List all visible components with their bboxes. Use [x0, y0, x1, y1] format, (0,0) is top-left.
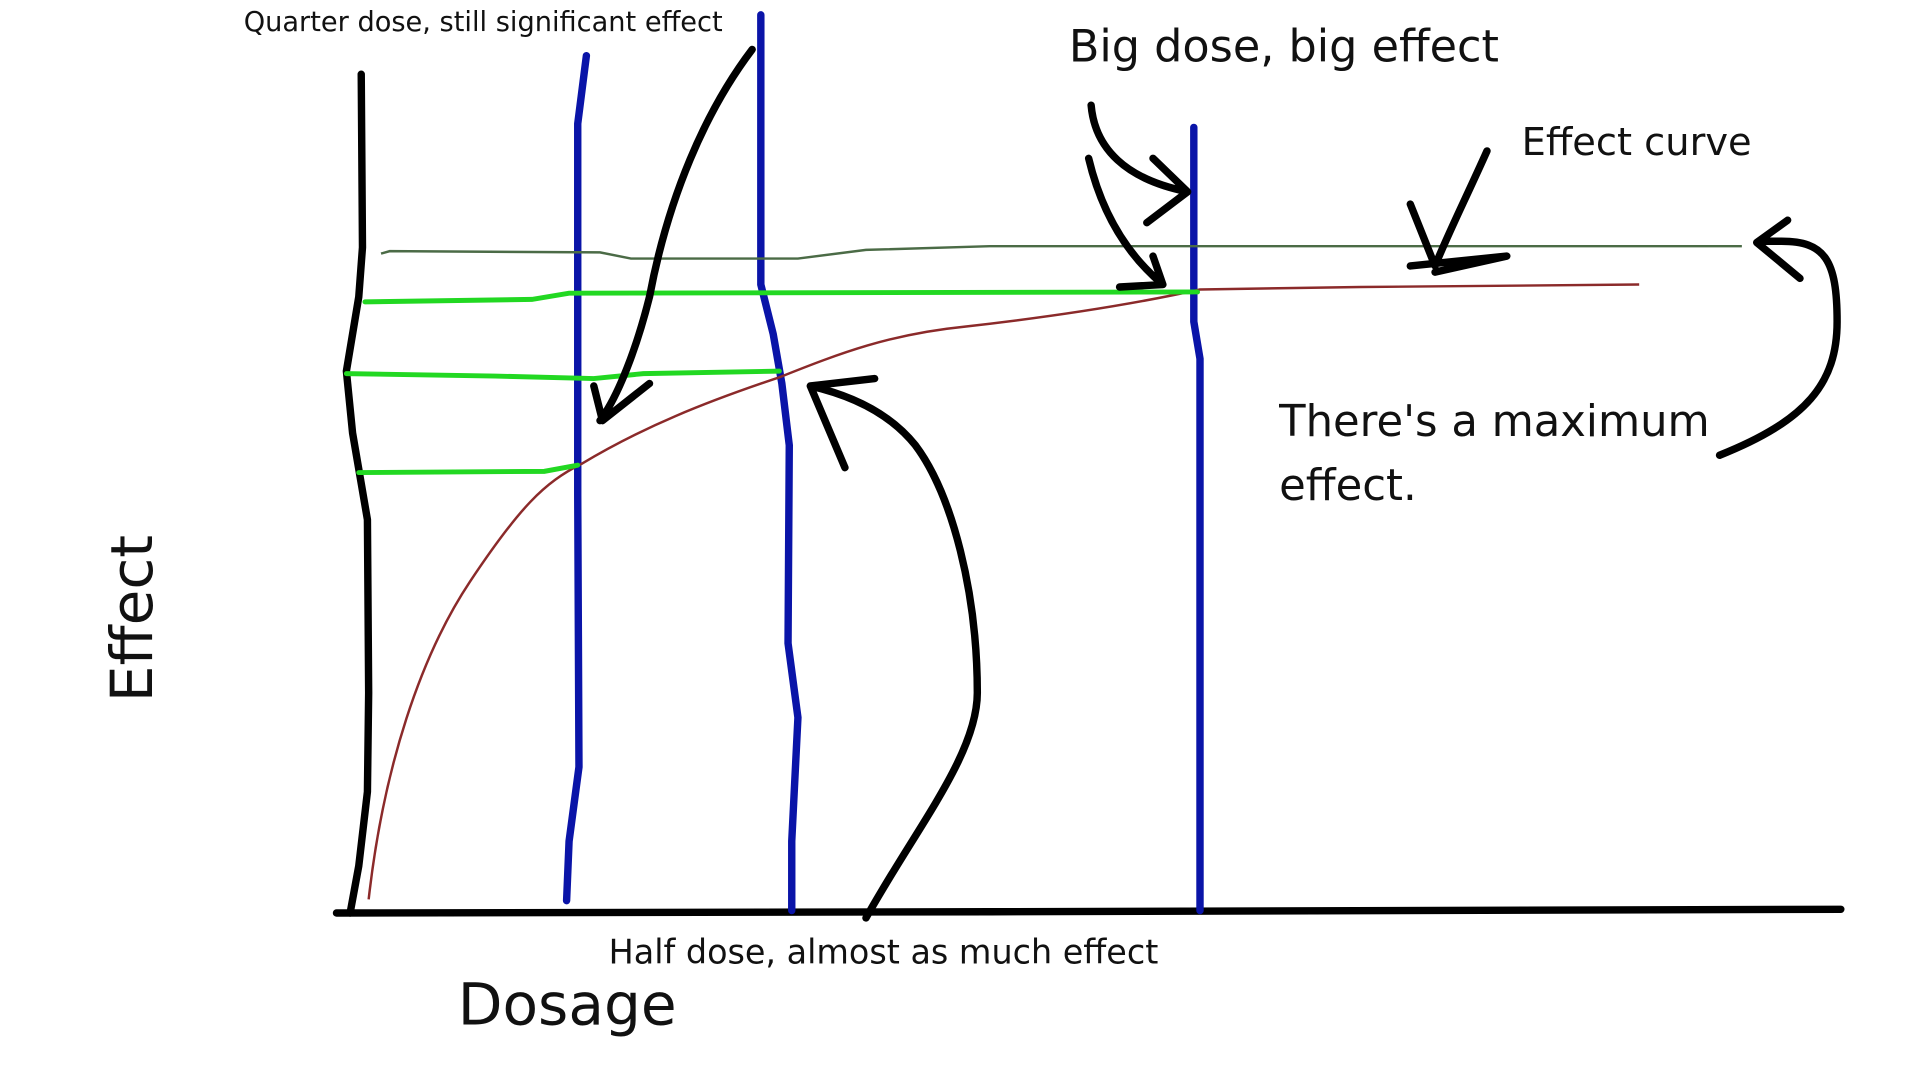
effect-curve — [367, 283, 1640, 900]
y-axis-title: Effect — [98, 535, 166, 702]
level-line — [356, 462, 581, 476]
x-axis — [332, 905, 1845, 917]
arrow — [1084, 154, 1167, 291]
big-dose-line — [1190, 123, 1204, 915]
arrow — [590, 45, 756, 425]
big-dose-label: Big dose, big effect — [1069, 20, 1499, 72]
arrow — [1087, 101, 1192, 227]
arrow — [806, 374, 982, 922]
y-axis — [342, 70, 373, 917]
level-line — [343, 368, 782, 382]
half-dose-line — [757, 11, 802, 915]
half-dose-label: Half dose, almost as much effect — [609, 932, 1159, 971]
arrow — [1406, 147, 1511, 276]
max-line — [380, 244, 1742, 260]
curve-label: Effect curve — [1522, 120, 1752, 165]
quarter-dose-label: Quarter dose, still significant effect — [244, 7, 723, 38]
arrow — [1715, 216, 1841, 459]
maximum-label: effect. — [1279, 461, 1417, 511]
level-line — [362, 289, 1200, 305]
quarter-dose-line — [562, 51, 591, 905]
maximum-label: There's a maximum — [1278, 397, 1710, 447]
x-axis-title: Dosage — [458, 970, 677, 1038]
